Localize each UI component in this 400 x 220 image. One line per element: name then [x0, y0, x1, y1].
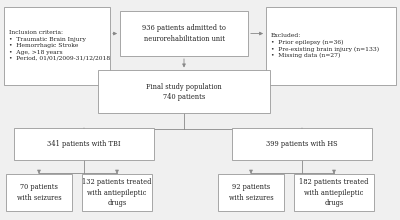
- FancyBboxPatch shape: [82, 174, 152, 211]
- FancyBboxPatch shape: [266, 7, 396, 85]
- FancyBboxPatch shape: [294, 174, 374, 211]
- Text: 132 patients treated
with antiepileptic
drugs: 132 patients treated with antiepileptic …: [82, 178, 152, 207]
- Text: Final study population
740 patients: Final study population 740 patients: [146, 83, 222, 101]
- Text: Inclusion criteria:
•  Traumatic Brain Injury
•  Hemorrhagic Stroke
•  Age, >18 : Inclusion criteria: • Traumatic Brain In…: [9, 30, 110, 61]
- FancyBboxPatch shape: [4, 7, 110, 85]
- FancyBboxPatch shape: [232, 128, 372, 160]
- FancyBboxPatch shape: [120, 11, 248, 56]
- Text: 70 patients
with seizures: 70 patients with seizures: [17, 183, 61, 202]
- FancyBboxPatch shape: [98, 70, 270, 113]
- Text: 92 patients
with seizures: 92 patients with seizures: [229, 183, 273, 202]
- Text: 936 patients admitted to
neurorehabilitation unit: 936 patients admitted to neurorehabilita…: [142, 24, 226, 43]
- Text: 341 patients with TBI: 341 patients with TBI: [47, 139, 121, 148]
- Text: 399 patients with HS: 399 patients with HS: [266, 139, 338, 148]
- FancyBboxPatch shape: [6, 174, 72, 211]
- Text: Excluded:
•  Prior epilepsy (n=36)
•  Pre-existing brain injury (n=133)
•  Missi: Excluded: • Prior epilepsy (n=36) • Pre-…: [271, 33, 379, 58]
- Text: 182 patients treated
with antiepileptic
drugs: 182 patients treated with antiepileptic …: [299, 178, 369, 207]
- FancyBboxPatch shape: [218, 174, 284, 211]
- FancyBboxPatch shape: [14, 128, 154, 160]
